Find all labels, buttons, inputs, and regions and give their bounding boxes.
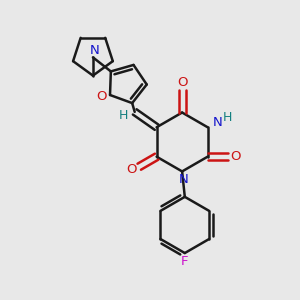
Text: N: N: [213, 116, 223, 129]
Text: O: O: [126, 163, 136, 176]
Text: H: H: [223, 111, 232, 124]
Text: O: O: [96, 90, 107, 103]
Text: N: N: [89, 44, 99, 57]
Text: F: F: [181, 255, 188, 268]
Text: O: O: [177, 76, 188, 89]
Text: H: H: [119, 110, 128, 122]
Text: N: N: [178, 173, 188, 186]
Text: O: O: [230, 150, 240, 163]
